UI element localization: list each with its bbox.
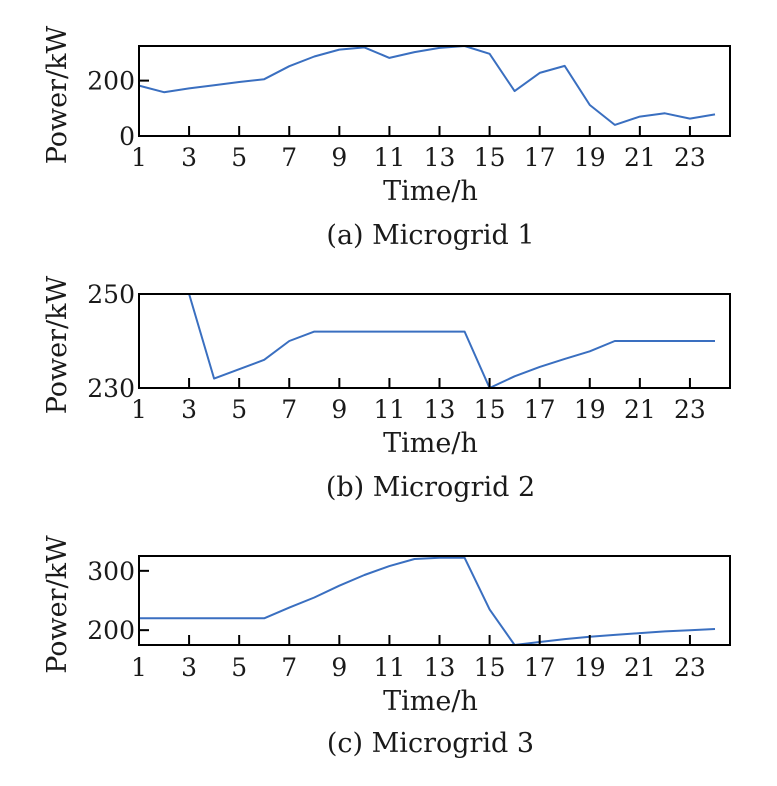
y-tick-label: 200 [87,616,135,645]
x-axis-title: Time/h [383,428,478,459]
x-tick-label: 21 [624,653,656,682]
x-tick-label: 7 [281,395,297,424]
x-tick-label: 11 [374,653,406,682]
x-tick-label: 7 [281,653,297,682]
x-tick-label: 9 [331,395,347,424]
plot-frame [138,555,731,646]
x-tick-label: 19 [574,395,606,424]
x-tick-label: 5 [231,143,247,172]
x-tick-label: 1 [131,143,147,172]
y-tick-label: 230 [87,374,135,403]
x-tick-label: 7 [281,143,297,172]
panel-caption: (b) Microgrid 2 [326,472,535,503]
y-axis-title: Power/kW [42,275,73,414]
y-axis-title: Power/kW [42,25,73,164]
x-axis-title: Time/h [383,176,478,207]
x-tick-label: 11 [374,143,406,172]
chart-panel-1: 1 3 5 7 9 11 13 15 17 19 21 230200Time/hPower/kW(a)… [42,25,731,251]
x-tick-label: 17 [524,395,556,424]
panel-caption: (a) Microgrid 1 [326,220,534,251]
x-tick-label: 9 [331,143,347,172]
series-line [138,45,716,126]
x-tick-label: 17 [524,653,556,682]
x-tick-label: 23 [674,143,706,172]
x-tick-label: 19 [574,653,606,682]
x-tick-label: 5 [231,653,247,682]
x-tick-label: 11 [374,395,406,424]
x-tick-label: 1 [131,395,147,424]
x-tick-label: 13 [424,143,456,172]
x-tick-label: 5 [231,395,247,424]
x-tick-label: 13 [424,653,456,682]
x-tick-label: 3 [181,653,197,682]
y-axis-title: Power/kW [42,535,73,674]
x-tick-label: 17 [524,143,556,172]
y-tick-label: 300 [87,557,135,586]
x-tick-label: 15 [474,395,506,424]
chart-panel-2: 1 3 5 7 9 11 13 15 17 19 21 23230250Time/hPower/kW(… [42,275,731,503]
series-line [139,556,716,646]
x-tick-label: 19 [574,143,606,172]
x-tick-label: 23 [674,653,706,682]
plot-frame [138,45,731,137]
plot-frame [138,293,731,389]
x-tick-label: 21 [624,395,656,424]
x-tick-label: 23 [674,395,706,424]
x-tick-label: 21 [624,143,656,172]
x-tick-label: 15 [474,653,506,682]
x-axis-title: Time/h [383,686,478,717]
chart-panel-3: 1 3 5 7 9 11 13 15 17 19 21 23200300Time/hPower/kW(… [42,535,731,759]
panel-caption: (c) Microgrid 3 [327,728,534,759]
x-tick-label: 1 [131,653,147,682]
y-tick-label: 0 [119,122,135,151]
x-tick-label: 3 [181,395,197,424]
x-tick-label: 9 [331,653,347,682]
y-tick-label: 200 [87,67,135,96]
series-line [139,293,715,389]
x-tick-label: 3 [181,143,197,172]
x-tick-label: 15 [474,143,506,172]
x-tick-label: 13 [424,395,456,424]
y-tick-label: 250 [87,280,135,309]
